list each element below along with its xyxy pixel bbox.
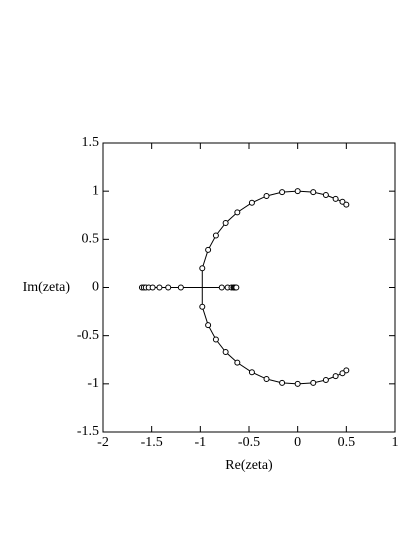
point — [205, 246, 212, 253]
x-tick-label: -1 — [194, 435, 206, 450]
point — [343, 367, 350, 374]
y-tick-label: 1.5 — [82, 135, 100, 150]
point — [310, 189, 317, 196]
point — [222, 219, 229, 226]
point — [212, 336, 219, 343]
x-tick-label: -2 — [97, 435, 109, 450]
y-axis-label: Im(zeta) — [23, 280, 71, 295]
point — [165, 284, 172, 291]
y-tick-label: -1.5 — [77, 424, 99, 439]
point — [263, 192, 270, 199]
point — [322, 192, 329, 199]
x-tick-label: -1.5 — [141, 435, 163, 450]
y-tick-label: 0 — [92, 280, 99, 295]
y-tick-label: 1 — [92, 183, 99, 198]
y-tick-label: -1 — [87, 376, 99, 391]
point — [248, 369, 255, 376]
x-tick-label: -0.5 — [238, 435, 260, 450]
point — [234, 209, 241, 216]
point — [332, 195, 339, 202]
point — [310, 379, 317, 386]
point — [279, 379, 286, 386]
point — [205, 322, 212, 329]
point — [222, 349, 229, 356]
point — [199, 303, 206, 310]
point — [263, 376, 270, 383]
point — [177, 284, 184, 291]
x-tick-label: 0 — [294, 435, 301, 450]
point — [248, 199, 255, 206]
point — [332, 373, 339, 380]
y-tick-label: -0.5 — [77, 328, 99, 343]
x-tick-label: 1 — [392, 435, 399, 450]
point — [156, 284, 163, 291]
point — [199, 265, 206, 272]
point — [339, 370, 346, 377]
x-axis-label: Re(zeta) — [225, 458, 273, 473]
point — [294, 380, 301, 387]
x-tick-label: 0.5 — [338, 435, 356, 450]
point — [218, 284, 225, 291]
point — [279, 189, 286, 196]
point — [343, 201, 350, 208]
point — [233, 284, 240, 291]
point — [212, 232, 219, 239]
point — [339, 198, 346, 205]
point — [294, 188, 301, 195]
y-tick-label: 0.5 — [82, 232, 100, 247]
point — [322, 376, 329, 383]
point — [149, 284, 156, 291]
point — [234, 359, 241, 366]
